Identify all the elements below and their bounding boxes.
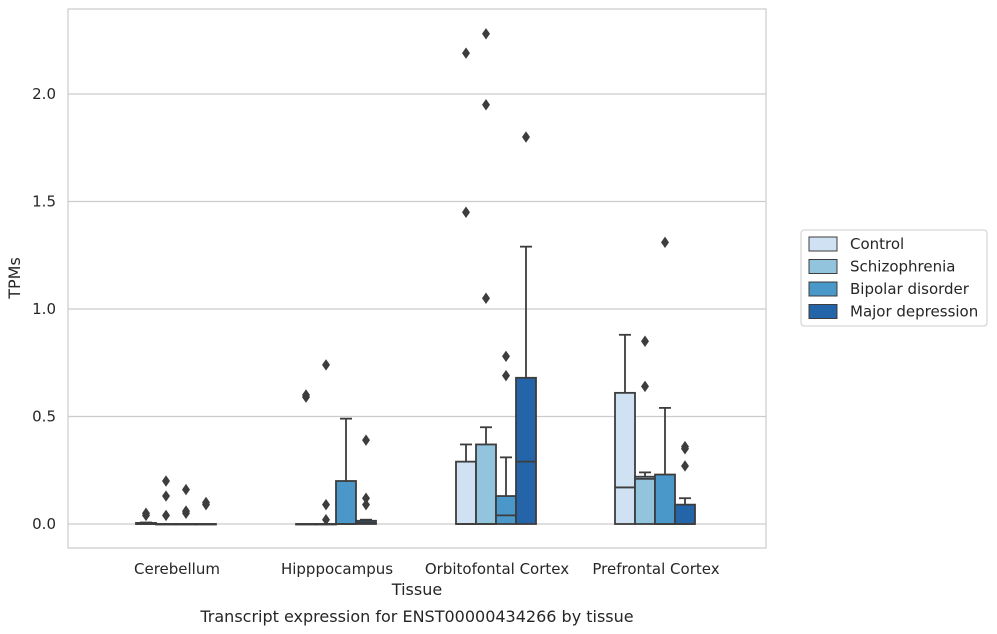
outlier-point [661,236,669,249]
box-major-depression [195,496,217,526]
box-schizophrenia [155,475,177,526]
outlier-point [322,498,330,511]
outlier-point [202,496,210,509]
boxes [135,28,696,526]
legend-swatch [808,304,838,319]
x-tick-label: Cerebellum [134,560,220,578]
outlier-point [362,492,370,504]
chart-caption: Transcript expression for ENST0000043426… [199,607,633,626]
box-control [295,389,317,526]
x-tick-label: Prefrontal Cortex [592,560,719,578]
plot-area-frame [67,8,767,549]
legend-swatch [808,281,838,297]
y-tick-label: 0.0 [32,515,56,533]
legend-label: Major depression [850,303,978,321]
outlier-point [522,131,530,143]
outlier-point [182,483,190,496]
outlier-point [302,389,310,401]
legend-swatch [808,236,838,252]
y-tick-label: 1.5 [32,193,56,211]
box-major-depression [355,434,377,525]
outlier-point [142,507,150,519]
outlier-point [482,292,490,304]
box-bipolar-disorder [495,350,517,525]
outlier-point [482,99,490,111]
box-iqr [455,460,477,525]
box-major-depression [674,440,696,525]
legend-label: Bipolar disorder [850,280,970,298]
x-tick-label: Orbitofontal Cortex [425,560,569,578]
outlier-point [502,369,510,382]
outlier-point [641,335,649,347]
outlier-point [681,440,689,453]
box-control [135,507,157,525]
outlier-point [462,47,470,59]
box-iqr [674,503,696,525]
x-axis-label: Tissue [391,580,442,599]
legend-frame [800,229,988,327]
legend: Control Schizophrenia Bipolar disorder Majo… [800,229,988,327]
legend-label: Control [850,235,904,253]
box-iqr [475,443,497,525]
outlier-point [182,505,190,517]
box-iqr [335,480,357,525]
box-control [614,333,636,525]
box-schizophrenia [315,359,337,526]
legend-label: Schizophrenia [850,258,955,276]
box-iqr [634,475,656,525]
outlier-point [322,359,330,371]
outlier-point [362,434,370,446]
outlier-point [162,475,170,487]
box-bipolar-disorder [335,417,357,525]
outlier-point [462,206,470,218]
box-iqr [495,495,517,525]
legend-swatch [808,259,838,274]
box-bipolar-disorder [654,236,676,525]
box-control [455,47,477,525]
box-schizophrenia [475,28,497,525]
gridlines [68,93,766,525]
box-iqr [614,391,636,525]
outlier-point [681,460,689,472]
outlier-point [162,490,170,502]
x-tick-label: Hipppocampus [281,560,393,578]
outlier-point [322,514,330,526]
y-tick-label: 0.5 [32,408,56,426]
y-tick-label: 1.0 [32,300,56,318]
outlier-point [362,498,370,511]
outlier-point [162,509,170,522]
box-iqr [515,376,537,525]
box-schizophrenia [634,335,656,525]
box-iqr [654,473,676,525]
outlier-point [482,28,490,40]
outlier-point [502,350,510,362]
box-bipolar-disorder [175,483,197,526]
y-axis-label: TPMs [5,257,24,300]
y-axis-ticks: 0.0 0.5 1.0 1.5 2.0 [32,85,56,533]
outlier-point [641,380,649,393]
x-axis-ticks: Cerebellum Hipppocampus Orbitofontal Corte… [134,560,720,578]
y-tick-label: 2.0 [32,85,56,103]
box-major-depression [515,131,537,525]
